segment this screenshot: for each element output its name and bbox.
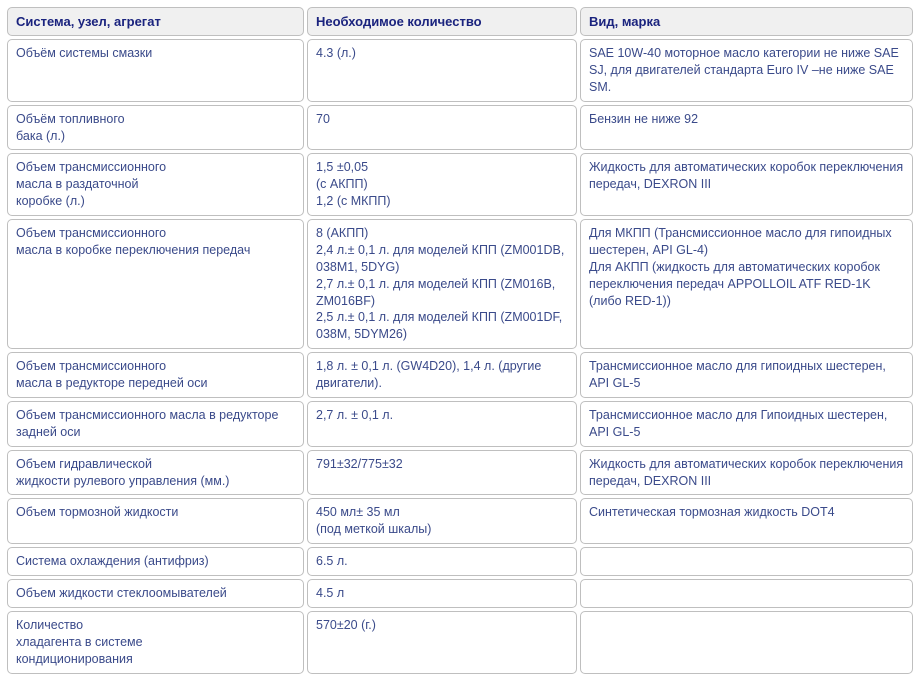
cell-system: Объем трансмиссионного масла в коробке п…: [7, 219, 304, 349]
cell-qty: 570±20 (г.): [307, 611, 577, 674]
table-row: Объем трансмиссионного масла в редукторе…: [7, 352, 913, 398]
cell-qty: 450 мл± 35 мл (под меткой шкалы): [307, 498, 577, 544]
col-header-type: Вид, марка: [580, 7, 913, 36]
cell-qty: 1,5 ±0,05 (с АКПП) 1,2 (с МКПП): [307, 153, 577, 216]
cell-system: Объем трансмиссионного масла в редукторе…: [7, 352, 304, 398]
cell-system: Объем жидкости стеклоомывателей: [7, 579, 304, 608]
cell-type: Трансмиссионное масло для Гипоидных шест…: [580, 401, 913, 447]
cell-system: Объем трансмиссионного масла в редукторе…: [7, 401, 304, 447]
table-row: Количество хладагента в системе кондицио…: [7, 611, 913, 674]
col-header-system: Система, узел, агрегат: [7, 7, 304, 36]
table-header-row: Система, узел, агрегат Необходимое колич…: [7, 7, 913, 36]
cell-system: Объем тормозной жидкости: [7, 498, 304, 544]
cell-system: Объём топливного бака (л.): [7, 105, 304, 151]
cell-type: [580, 579, 913, 608]
cell-qty: 4.5 л: [307, 579, 577, 608]
table-row: Объем трансмиссионного масла в коробке п…: [7, 219, 913, 349]
table-row: Объём системы смазки4.3 (л.)SAE 10W-40 м…: [7, 39, 913, 102]
cell-type: Трансмиссионное масло для гипоидных шест…: [580, 352, 913, 398]
cell-type: [580, 547, 913, 576]
cell-qty: 6.5 л.: [307, 547, 577, 576]
table-row: Объем жидкости стеклоомывателей4.5 л: [7, 579, 913, 608]
cell-qty: 4.3 (л.): [307, 39, 577, 102]
table-row: Система охлаждения (антифриз)6.5 л.: [7, 547, 913, 576]
table-row: Объём топливного бака (л.)70 Бензин не н…: [7, 105, 913, 151]
cell-qty: 8 (АКПП) 2,4 л.± 0,1 л. для моделей КПП …: [307, 219, 577, 349]
cell-type: Жидкость для автоматических коробок пере…: [580, 153, 913, 216]
cell-system: Объем трансмиссионного масла в раздаточн…: [7, 153, 304, 216]
cell-type: Синтетическая тормозная жидкость DOT4: [580, 498, 913, 544]
cell-system: Объем гидравлической жидкости рулевого у…: [7, 450, 304, 496]
table-row: Объем гидравлической жидкости рулевого у…: [7, 450, 913, 496]
cell-type: Бензин не ниже 92: [580, 105, 913, 151]
cell-type: Жидкость для автоматических коробок пере…: [580, 450, 913, 496]
table-row: Объем тормозной жидкости450 мл± 35 мл (п…: [7, 498, 913, 544]
cell-type: Для МКПП (Трансмиссионное масло для гипо…: [580, 219, 913, 349]
cell-system: Количество хладагента в системе кондицио…: [7, 611, 304, 674]
cell-qty: 70: [307, 105, 577, 151]
table-row: Объем трансмиссионного масла в раздаточн…: [7, 153, 913, 216]
cell-qty: 791±32/775±32: [307, 450, 577, 496]
fluids-spec-table: Система, узел, агрегат Необходимое колич…: [4, 4, 916, 677]
table-row: Объем трансмиссионного масла в редукторе…: [7, 401, 913, 447]
cell-qty: 2,7 л. ± 0,1 л.: [307, 401, 577, 447]
cell-qty: 1,8 л. ± 0,1 л. (GW4D20), 1,4 л. (другие…: [307, 352, 577, 398]
cell-system: Объём системы смазки: [7, 39, 304, 102]
cell-type: SAE 10W-40 моторное масло категории не н…: [580, 39, 913, 102]
cell-type: [580, 611, 913, 674]
cell-system: Система охлаждения (антифриз): [7, 547, 304, 576]
col-header-qty: Необходимое количество: [307, 7, 577, 36]
